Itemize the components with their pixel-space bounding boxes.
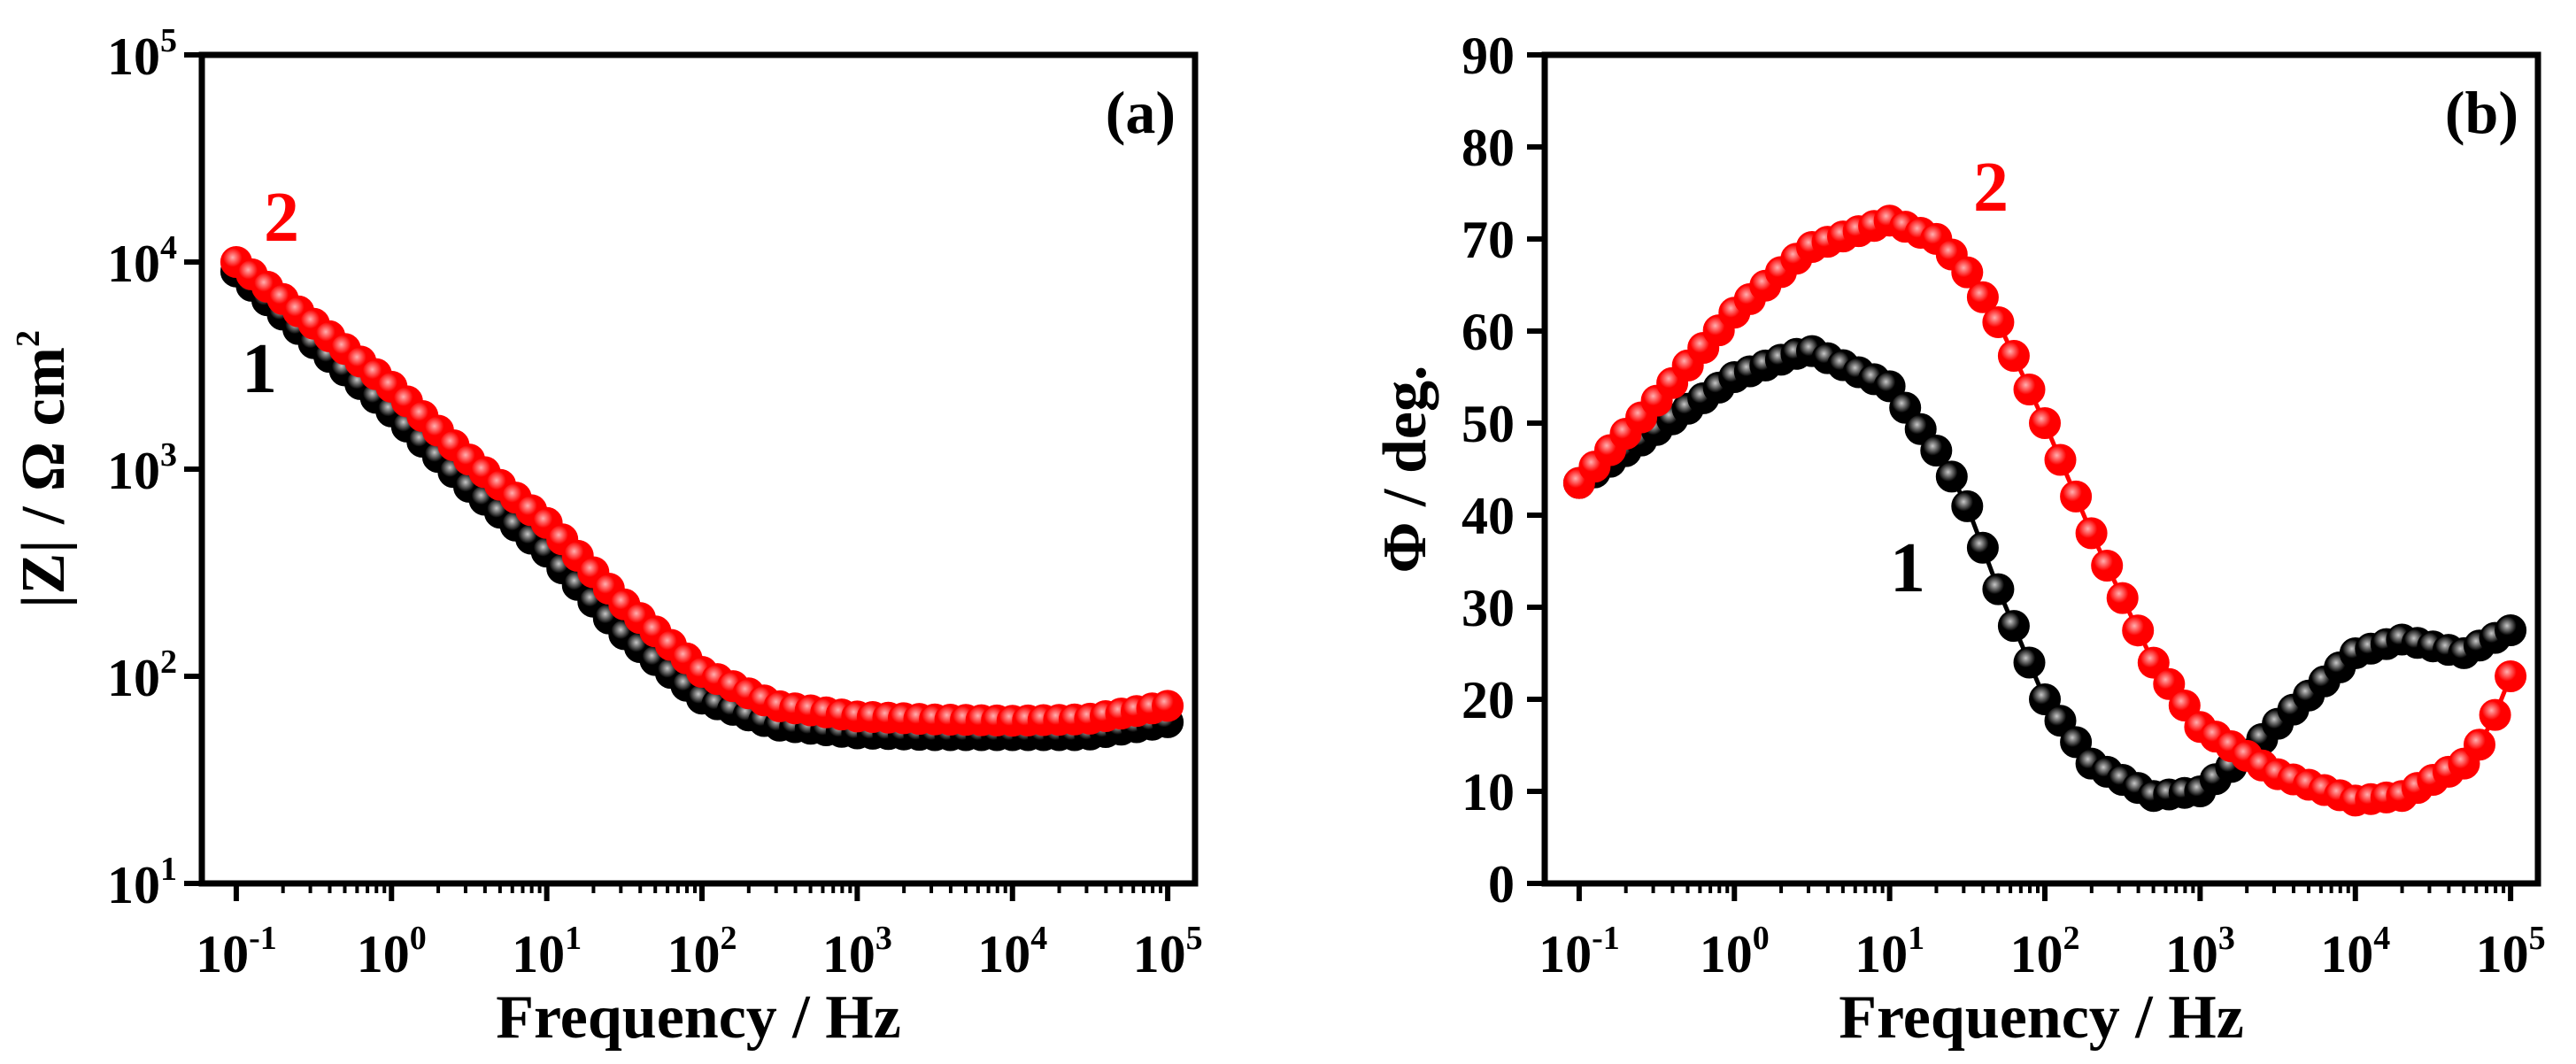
x-tick-label: 100 — [357, 920, 427, 983]
series-2-point — [2013, 374, 2046, 405]
y-tick-label: 103 — [107, 436, 177, 500]
series-1-point — [1966, 531, 1999, 564]
x-tick-label: 105 — [2476, 920, 2546, 983]
phase-plot-frame — [1541, 51, 2541, 887]
y-tick-label: 104 — [107, 229, 177, 293]
y-tick-label: 102 — [107, 644, 177, 707]
panel-label-a: (a) — [1106, 79, 1176, 146]
impedance-axis-ticks: 10-1 100 101 102 103 104 105 101 102 103 104 105 — [107, 22, 1203, 983]
series-2-point — [2464, 729, 2495, 761]
series-1-point — [2029, 683, 2061, 715]
series-1-point — [1997, 610, 2030, 643]
series-1-point — [2060, 726, 2093, 759]
phase-angle-panel: 10-1 100 101 102 103 104 105 0 10 20 30 40 50 60 70 80 9… — [1371, 27, 2546, 1052]
impedance-series-1-label: 1 — [242, 330, 277, 408]
series-2-point — [2060, 480, 2093, 513]
series-2-point — [2122, 614, 2155, 647]
series-1-point — [2044, 705, 2077, 737]
x-tick-label: 103 — [2165, 920, 2235, 983]
x-tick-label: 103 — [822, 920, 892, 983]
impedance-modulus-panel: 10-1 100 101 102 103 104 105 101 102 103 104 105 (a… — [10, 22, 1203, 1052]
x-tick-label: 105 — [1133, 920, 1203, 983]
panel-label-b: (b) — [2445, 79, 2518, 146]
series-2-point — [1982, 306, 2015, 338]
series-2-point — [1152, 690, 1184, 722]
series-1-point — [1951, 490, 1984, 522]
y-tick-label: 105 — [107, 22, 177, 86]
x-tick-label: 100 — [1700, 920, 1770, 983]
x-tick-label: 10-1 — [196, 920, 277, 983]
impedance-y-axis-title: |Z| / Ω cm2 — [10, 330, 78, 608]
y-tick-label: 70 — [1462, 211, 1515, 269]
series-2-point — [2106, 582, 2139, 614]
series-1-point — [1904, 412, 1937, 445]
series-2-point — [2479, 698, 2511, 731]
series-2-points — [220, 246, 1184, 737]
phase-y-axis-title: Φ / deg. — [1371, 366, 1439, 574]
x-tick-label: 102 — [667, 920, 737, 983]
x-tick-label: 10-1 — [1539, 920, 1620, 983]
phase-series-2-label: 2 — [1973, 149, 2009, 227]
y-tick-label: 40 — [1462, 487, 1515, 545]
phase-x-axis-title: Frequency / Hz — [1839, 983, 2244, 1052]
impedance-plot-frame — [198, 51, 1199, 887]
impedance-y-axis-title-sup: 2 — [10, 330, 47, 347]
y-tick-label: 80 — [1462, 119, 1515, 177]
phase-axis-ticks: 10-1 100 101 102 103 104 105 0 10 20 30 40 50 60 70 80 9… — [1462, 27, 2546, 983]
series-2-line — [235, 260, 1168, 723]
series-1-point — [1982, 573, 2015, 605]
phase-data-marks — [1562, 204, 2527, 817]
y-tick-label: 60 — [1462, 303, 1515, 361]
series-2-point — [2075, 517, 2108, 550]
series-2-points — [1562, 204, 2527, 817]
y-tick-label: 0 — [1488, 855, 1515, 914]
y-tick-label: 90 — [1462, 27, 1515, 85]
y-tick-label: 20 — [1462, 671, 1515, 729]
x-tick-label: 104 — [2320, 920, 2390, 983]
x-tick-label: 101 — [512, 920, 582, 983]
x-tick-label: 101 — [1855, 920, 1924, 983]
series-1-point — [2495, 614, 2527, 646]
series-2-point — [2168, 690, 2201, 721]
impedance-x-axis-title: Frequency / Hz — [496, 983, 901, 1052]
series-2-point — [2153, 667, 2186, 700]
series-2-point — [1951, 256, 1984, 289]
series-2-point — [1966, 281, 1999, 313]
series-2-point — [1997, 340, 2030, 372]
series-1-point — [1873, 370, 1906, 403]
y-tick-label: 50 — [1462, 395, 1515, 453]
series-2-point — [2029, 407, 2061, 439]
series-1-point — [1889, 391, 1922, 424]
impedance-data-marks — [220, 246, 1184, 752]
phase-series-1-label: 1 — [1890, 529, 1925, 607]
series-1-point — [2013, 646, 2046, 679]
y-tick-label: 30 — [1462, 579, 1515, 637]
series-2-point — [2137, 646, 2170, 679]
x-tick-label: 104 — [977, 920, 1047, 983]
series-1-point — [1920, 435, 1953, 466]
x-tick-label: 102 — [2010, 920, 2080, 983]
series-2-point — [2495, 660, 2527, 692]
impedance-y-axis-title-base: |Z| / Ω cm — [10, 347, 78, 608]
y-tick-label: 10 — [1462, 763, 1515, 821]
series-2-point — [2044, 443, 2077, 476]
impedance-series-2-label: 2 — [264, 179, 299, 257]
series-1-points — [1562, 335, 2527, 813]
series-1-point — [1935, 460, 1968, 493]
y-tick-label: 101 — [107, 851, 177, 914]
series-2-point — [2091, 550, 2124, 582]
